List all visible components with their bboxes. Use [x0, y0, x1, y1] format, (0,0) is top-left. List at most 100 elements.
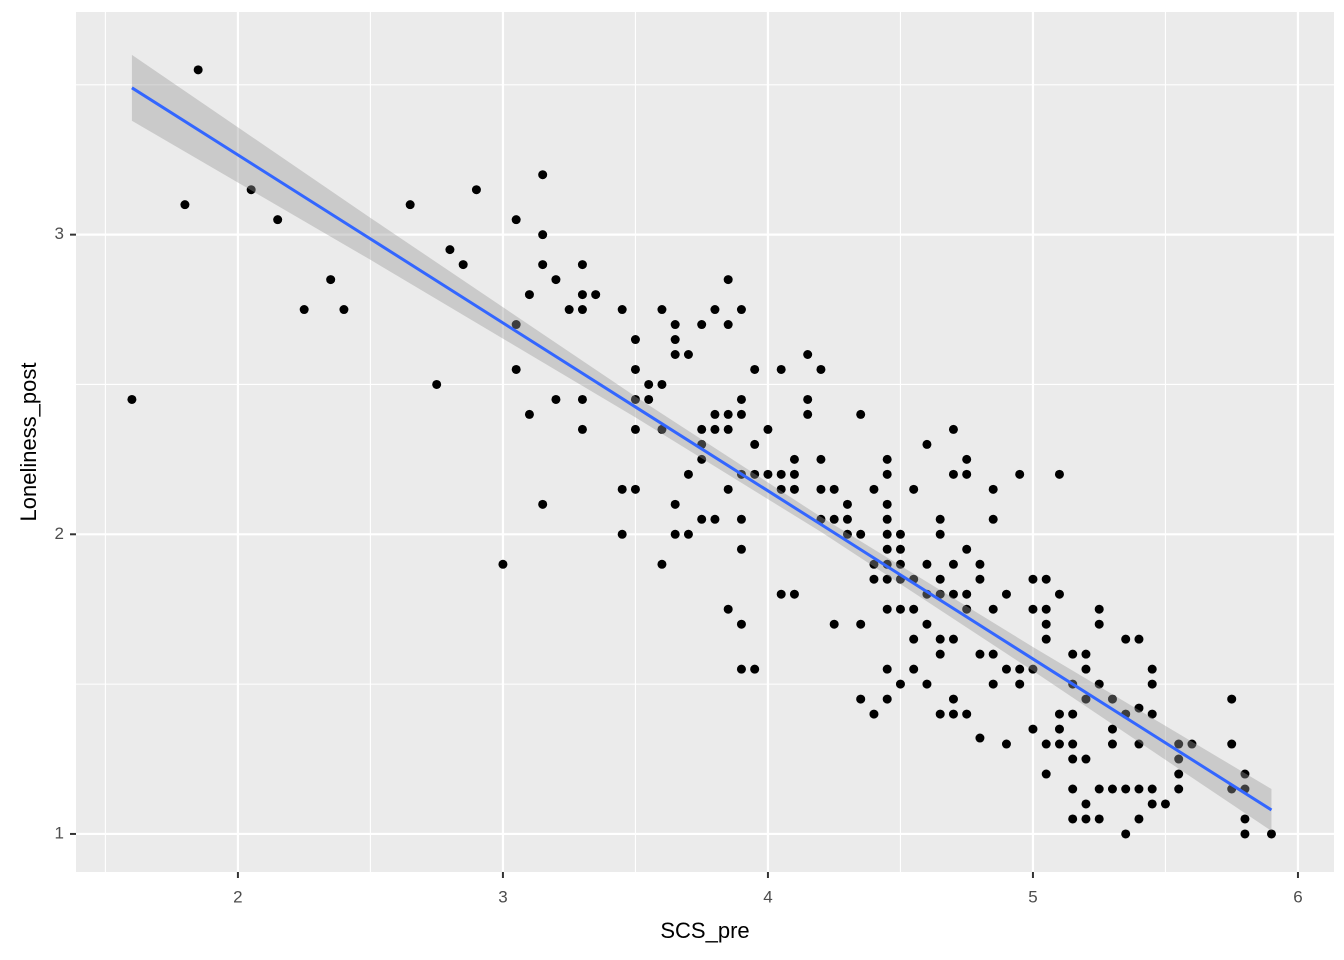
- point: [882, 469, 892, 479]
- point: [326, 275, 336, 285]
- point: [789, 454, 799, 464]
- point: [524, 409, 534, 419]
- point: [736, 305, 746, 315]
- point: [511, 320, 521, 330]
- point: [1147, 709, 1157, 719]
- point: [750, 664, 760, 674]
- x-tick-label: 3: [498, 887, 507, 906]
- point: [697, 454, 707, 464]
- point: [697, 424, 707, 434]
- point: [591, 290, 601, 300]
- point: [630, 335, 640, 345]
- point: [670, 499, 680, 509]
- point: [1068, 739, 1078, 749]
- point: [180, 200, 190, 210]
- point: [1054, 739, 1064, 749]
- point: [1147, 664, 1157, 674]
- point: [551, 275, 561, 285]
- point: [1081, 694, 1091, 704]
- y-tick-label: 3: [55, 224, 64, 243]
- point: [882, 529, 892, 539]
- point: [776, 364, 786, 374]
- point: [962, 469, 972, 479]
- point: [458, 260, 468, 270]
- point: [909, 664, 919, 674]
- point: [1094, 784, 1104, 794]
- point: [962, 604, 972, 614]
- point: [471, 185, 481, 195]
- point: [962, 544, 972, 554]
- point: [1121, 784, 1131, 794]
- point: [564, 305, 574, 315]
- point: [299, 305, 309, 315]
- point: [577, 394, 587, 404]
- point: [1068, 784, 1078, 794]
- point: [988, 649, 998, 659]
- point: [829, 514, 839, 524]
- point: [803, 394, 813, 404]
- point: [551, 394, 561, 404]
- point: [1174, 784, 1184, 794]
- point: [1187, 739, 1197, 749]
- x-axis-title: SCS_pre: [660, 918, 749, 943]
- point: [988, 679, 998, 689]
- point: [670, 529, 680, 539]
- point: [750, 439, 760, 449]
- point: [538, 230, 548, 240]
- point: [723, 320, 733, 330]
- point: [538, 170, 548, 180]
- point: [723, 275, 733, 285]
- point: [1134, 703, 1144, 713]
- point: [538, 499, 548, 509]
- point: [1227, 739, 1237, 749]
- confidence-band: [131, 54, 1272, 831]
- point: [736, 664, 746, 674]
- point: [962, 589, 972, 599]
- axes: 2 3 4 5 6 1 2 3: [55, 224, 1303, 906]
- point: [193, 65, 203, 75]
- point: [1134, 739, 1144, 749]
- point: [975, 733, 985, 743]
- point: [723, 604, 733, 614]
- point: [617, 305, 627, 315]
- point: [882, 454, 892, 464]
- x-tick-label: 2: [233, 887, 242, 906]
- point: [1227, 694, 1237, 704]
- point: [1240, 814, 1250, 824]
- point: [577, 290, 587, 300]
- point: [856, 694, 866, 704]
- point: [842, 514, 852, 524]
- point: [948, 589, 958, 599]
- point: [683, 529, 693, 539]
- point: [869, 574, 879, 584]
- point: [644, 379, 654, 389]
- point: [445, 245, 455, 255]
- point: [1147, 679, 1157, 689]
- point: [856, 409, 866, 419]
- point: [644, 394, 654, 404]
- point: [948, 559, 958, 569]
- point: [948, 424, 958, 434]
- point: [670, 335, 680, 345]
- point: [1041, 604, 1051, 614]
- point: [789, 469, 799, 479]
- point: [524, 290, 534, 300]
- point: [1028, 724, 1038, 734]
- point: [895, 604, 905, 614]
- point: [829, 484, 839, 494]
- point: [763, 469, 773, 479]
- point: [630, 424, 640, 434]
- point: [909, 484, 919, 494]
- point: [935, 589, 945, 599]
- point: [1147, 799, 1157, 809]
- point: [882, 694, 892, 704]
- point: [710, 409, 720, 419]
- point: [273, 215, 283, 225]
- point: [975, 649, 985, 659]
- point: [962, 454, 972, 464]
- point: [1240, 829, 1250, 839]
- point: [736, 514, 746, 524]
- x-tick-label: 4: [763, 887, 772, 906]
- point: [511, 364, 521, 374]
- point: [511, 215, 521, 225]
